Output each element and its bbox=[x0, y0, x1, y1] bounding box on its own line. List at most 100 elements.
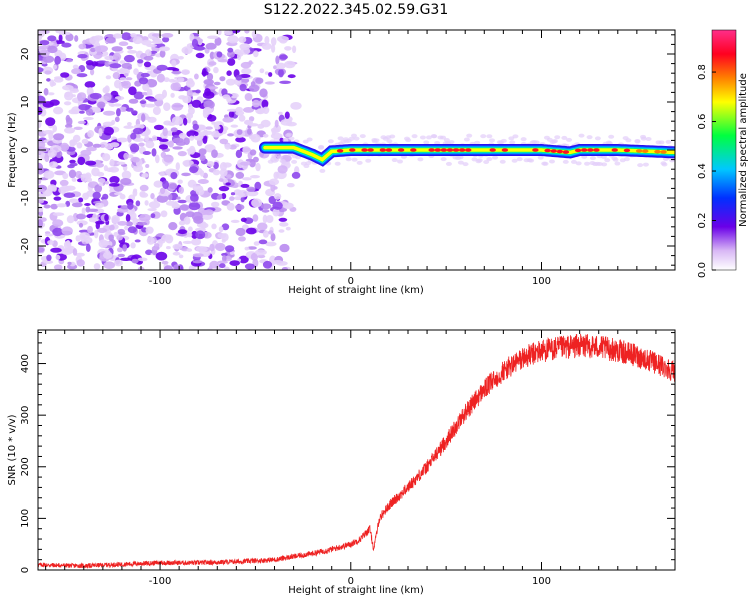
heatmap-cell bbox=[77, 156, 86, 166]
heatmap-cell bbox=[105, 36, 116, 44]
heatmap-cell bbox=[142, 83, 150, 92]
heatmap-cell bbox=[319, 168, 326, 173]
heatmap-cell bbox=[221, 88, 228, 96]
heatmap-cell bbox=[130, 33, 137, 38]
heatmap-cell bbox=[244, 30, 250, 34]
heatmap-cell bbox=[391, 158, 398, 163]
heatmap-peak-cell bbox=[550, 149, 557, 153]
heatmap-cell bbox=[81, 207, 86, 215]
heatmap-cell bbox=[38, 30, 45, 38]
heatmap-cell bbox=[614, 161, 621, 166]
heatmap-cell bbox=[284, 46, 292, 51]
heatmap-cell bbox=[270, 37, 277, 46]
heatmap-cell bbox=[47, 35, 57, 42]
heatmap-cell bbox=[182, 240, 193, 244]
heatmap-cell bbox=[225, 174, 232, 179]
heatmap-cell bbox=[65, 33, 74, 42]
heatmap-cell bbox=[181, 69, 191, 75]
heatmap-cell bbox=[69, 198, 79, 204]
heatmap-cell bbox=[170, 82, 179, 91]
heatmap-peak-cell bbox=[428, 148, 435, 152]
heatmap-cell bbox=[84, 203, 91, 206]
heatmap-cell bbox=[44, 233, 54, 237]
heatmap-cell bbox=[273, 193, 282, 200]
heatmap-cell bbox=[194, 73, 199, 80]
heatmap-cell bbox=[53, 106, 64, 115]
heatmap-cell bbox=[69, 139, 78, 146]
heatmap-cell bbox=[69, 88, 80, 94]
heatmap-cell bbox=[238, 255, 249, 264]
heatmap-cell bbox=[127, 65, 132, 70]
heatmap-cell bbox=[38, 67, 44, 73]
heatmap-cell bbox=[61, 226, 73, 236]
heatmap-cell bbox=[98, 182, 104, 187]
heatmap-cell bbox=[175, 162, 180, 171]
heatmap-cell bbox=[211, 149, 218, 158]
heatmap-cell bbox=[221, 193, 227, 200]
heatmap-cell bbox=[201, 210, 211, 214]
heatmap-cell bbox=[219, 263, 226, 269]
heatmap-cell bbox=[240, 183, 250, 188]
heatmap-cell bbox=[356, 160, 363, 165]
heatmap-cell bbox=[104, 214, 109, 222]
heatmap-cell bbox=[190, 193, 199, 202]
heatmap-cell bbox=[87, 208, 99, 212]
heatmap-cell bbox=[139, 100, 147, 104]
heatmap-cell bbox=[161, 260, 169, 265]
heatmap-cell bbox=[170, 92, 175, 98]
heatmap-cell bbox=[480, 134, 487, 139]
heatmap-cell bbox=[171, 203, 180, 209]
heatmap-cell bbox=[430, 134, 437, 139]
heatmap-cell bbox=[82, 192, 89, 200]
heatmap-cell bbox=[273, 138, 280, 143]
chart-title: S122.2022.345.02.59.G31 bbox=[264, 2, 449, 18]
heatmap-peak-cell bbox=[581, 148, 588, 152]
heatmap-cell bbox=[84, 44, 94, 48]
heatmap-cell bbox=[389, 134, 396, 139]
heatmap-cell bbox=[612, 157, 619, 162]
heatmap-cell bbox=[240, 61, 252, 69]
heatmap-cell bbox=[185, 79, 195, 88]
heatmap-cell bbox=[178, 220, 186, 226]
heatmap-cell bbox=[128, 98, 139, 104]
heatmap-cell bbox=[177, 229, 188, 235]
heatmap-cell bbox=[105, 75, 112, 80]
heatmap-cell bbox=[153, 37, 162, 43]
heatmap-cell bbox=[457, 160, 464, 165]
spectrogram-y-tick-label: 0 bbox=[20, 147, 31, 153]
heatmap-cell bbox=[76, 142, 83, 149]
heatmap-peak-cell bbox=[654, 149, 661, 154]
heatmap-cell bbox=[365, 158, 372, 163]
heatmap-cell bbox=[92, 191, 101, 200]
heatmap-cell bbox=[248, 116, 255, 122]
heatmap-cell bbox=[168, 222, 178, 231]
heatmap-cell bbox=[280, 159, 287, 164]
heatmap-cell bbox=[279, 54, 288, 60]
heatmap-cell bbox=[97, 178, 106, 184]
heatmap-cell bbox=[492, 155, 499, 160]
heatmap-cell bbox=[306, 137, 313, 142]
snr-ticks: -100 0 100 0 100 200 300 400 bbox=[20, 330, 676, 587]
heatmap-cell bbox=[516, 157, 523, 162]
heatmap-cell bbox=[276, 62, 286, 70]
heatmap-cell bbox=[474, 140, 481, 145]
heatmap-cell bbox=[589, 156, 596, 161]
colorbar-tick-label: 0.8 bbox=[697, 64, 708, 80]
heatmap-cell bbox=[162, 127, 168, 137]
heatmap-cell bbox=[318, 144, 325, 149]
heatmap-cell bbox=[53, 133, 65, 141]
heatmap-cell bbox=[285, 226, 291, 231]
heatmap-cell bbox=[94, 46, 102, 52]
heatmap-cell bbox=[61, 248, 73, 255]
heatmap-cell bbox=[634, 138, 641, 143]
snr-x-tick-label: -100 bbox=[149, 576, 172, 587]
heatmap-cell bbox=[411, 134, 418, 139]
heatmap-cell bbox=[181, 172, 191, 177]
heatmap-cell bbox=[121, 170, 132, 180]
heatmap-cell bbox=[76, 213, 87, 220]
heatmap-cell bbox=[38, 166, 44, 175]
heatmap-cell bbox=[112, 72, 121, 80]
heatmap-cell bbox=[201, 71, 209, 76]
heatmap-cell bbox=[214, 37, 222, 46]
heatmap-cell bbox=[75, 235, 81, 242]
